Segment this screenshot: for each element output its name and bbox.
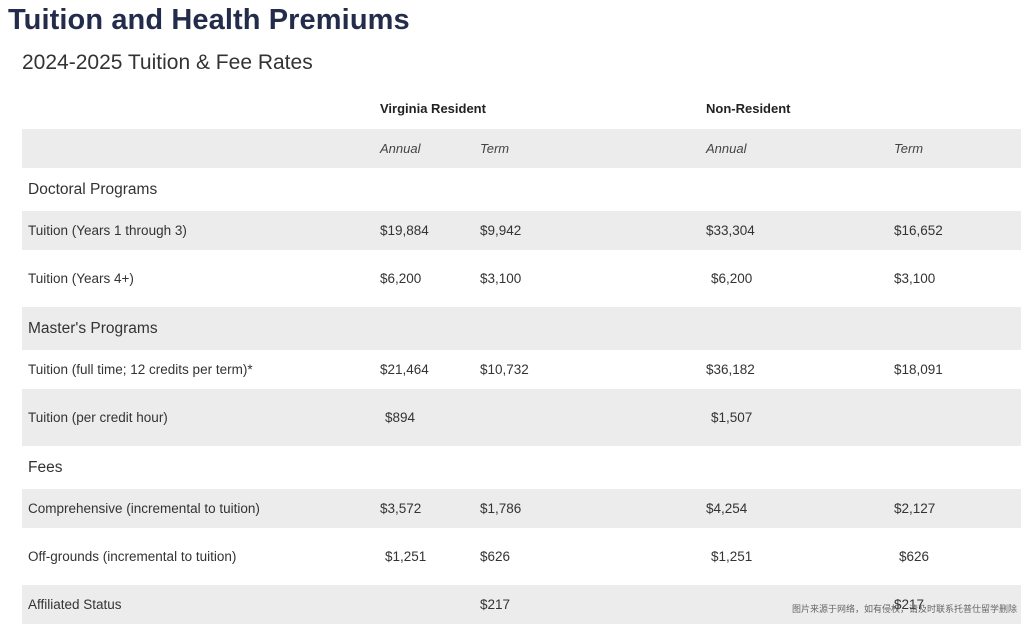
row-label: Tuition (Years 4+) — [28, 271, 134, 286]
non-resident-header: Non-Resident — [706, 101, 791, 116]
va-annual-header: Annual — [374, 129, 474, 168]
page-title: Tuition and Health Premiums — [8, 4, 410, 36]
va-annual-cell: $19,884 — [374, 211, 474, 250]
nr-term-cell — [888, 389, 1021, 446]
nr-annual-header: Annual — [700, 129, 888, 168]
va-term-cell — [474, 389, 700, 446]
row-label: Tuition (per credit hour) — [22, 389, 374, 446]
row-label: Tuition (Years 1 through 3) — [22, 211, 374, 250]
va-term-cell: $626 — [480, 549, 511, 564]
va-term-cell: $217 — [474, 585, 700, 624]
nr-term-cell: $626 — [899, 549, 930, 564]
section-header-fees: Fees — [22, 446, 1021, 489]
table-title: 2024-2025 Tuition & Fee Rates — [22, 51, 313, 74]
nr-term-header: Term — [888, 129, 1021, 168]
nr-term-cell: $18,091 — [894, 362, 943, 377]
section-header-doctoral: Doctoral Programs — [22, 168, 1021, 211]
row-label: Off-grounds (incremental to tuition) — [28, 549, 237, 564]
nr-term-cell: $16,652 — [888, 211, 1021, 250]
va-term-cell: $10,732 — [480, 362, 529, 377]
va-term-cell: $3,100 — [480, 271, 522, 286]
table-row: Affiliated Status $217 $217 — [22, 585, 1021, 624]
nr-annual-cell: $4,254 — [700, 489, 888, 528]
va-annual-cell: $6,200 — [380, 271, 422, 286]
row-label: Affiliated Status — [22, 585, 374, 624]
nr-annual-cell: $1,251 — [711, 549, 753, 564]
va-annual-cell: $894 — [374, 389, 474, 446]
virginia-resident-header: Virginia Resident — [380, 101, 486, 116]
va-annual-cell: $3,572 — [374, 489, 474, 528]
empty-header-cell — [22, 129, 374, 168]
row-label: Tuition (full time; 12 credits per term)… — [28, 362, 253, 377]
va-annual-cell: $21,464 — [380, 362, 429, 377]
va-annual-cell: $1,251 — [385, 549, 427, 564]
period-header-row: Annual Term Annual Term — [22, 129, 1021, 168]
section-header-masters: Master's Programs — [22, 307, 1021, 350]
va-annual-cell — [374, 585, 474, 624]
table-row: Tuition (full time; 12 credits per term)… — [22, 350, 1021, 389]
nr-annual-cell: $36,182 — [706, 362, 755, 377]
table-row: Tuition (Years 1 through 3) $19,884 $9,9… — [22, 211, 1021, 250]
nr-term-cell: $3,100 — [894, 271, 936, 286]
table-row: Tuition (per credit hour) $894 $1,507 — [22, 389, 1021, 446]
nr-annual-cell — [700, 585, 888, 624]
table-row: Off-grounds (incremental to tuition) $1,… — [22, 528, 1021, 585]
section-label: Master's Programs — [22, 307, 1021, 350]
va-term-cell: $1,786 — [474, 489, 700, 528]
va-term-cell: $9,942 — [474, 211, 700, 250]
nr-term-cell: $2,127 — [888, 489, 1021, 528]
table-row: Tuition (Years 4+) $6,200 $3,100 $6,200 … — [22, 250, 1021, 307]
section-label: Doctoral Programs — [28, 180, 158, 198]
va-term-header: Term — [474, 129, 700, 168]
table-row: Comprehensive (incremental to tuition) $… — [22, 489, 1021, 528]
empty-header-cell — [22, 88, 374, 129]
section-label: Fees — [28, 458, 63, 476]
watermark-text: 图片来源于网络，如有侵权，请及时联系托普仕留学删除 — [791, 605, 1017, 615]
row-label: Comprehensive (incremental to tuition) — [22, 489, 374, 528]
nr-annual-cell: $1,507 — [700, 389, 888, 446]
nr-annual-cell: $6,200 — [711, 271, 753, 286]
nr-annual-cell: $33,304 — [700, 211, 888, 250]
tuition-fee-table: Virginia Resident Non-Resident Annual Te… — [22, 88, 1021, 624]
residency-header-row: Virginia Resident Non-Resident — [22, 88, 1021, 129]
nr-term-cell: $217 — [888, 585, 1021, 624]
